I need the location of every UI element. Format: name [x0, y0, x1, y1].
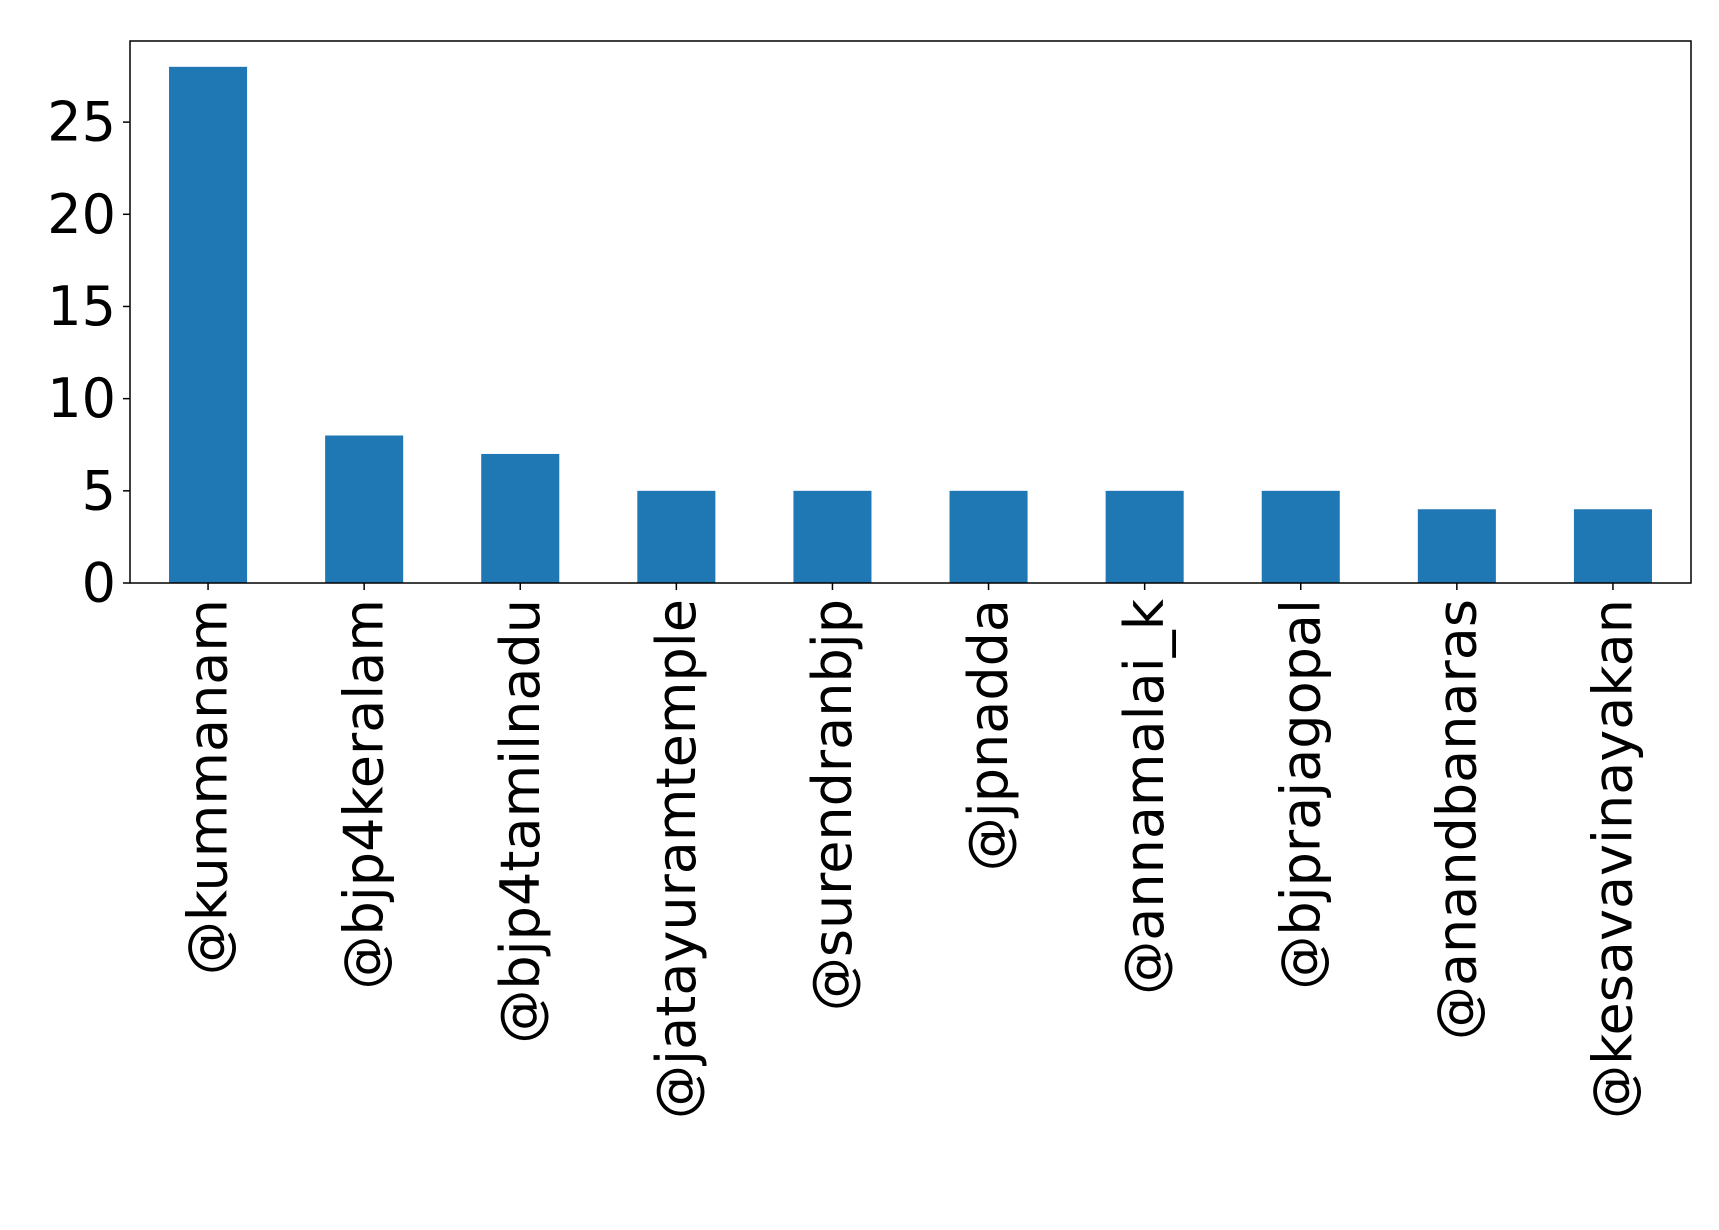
bar-bjprajagopal — [1261, 490, 1340, 583]
bar-surendranbjp — [793, 490, 872, 583]
y-tick-label: 10 — [47, 367, 116, 430]
x-tick-label: @surendranbjp — [801, 599, 864, 1011]
bars-layer — [169, 66, 1652, 584]
y-axis-ticks: 0 5 10 15 20 25 — [47, 91, 130, 615]
y-tick-label: 25 — [47, 91, 116, 154]
bar-bjp4tamilnadu — [481, 453, 560, 583]
x-tick-label: @jatayuramtemple — [645, 599, 708, 1119]
y-tick-label: 5 — [82, 459, 116, 522]
x-tick-label: @jpnadda — [957, 599, 1020, 871]
x-tick-label: @annamalai_k — [1113, 598, 1176, 994]
bar-kesavavinayakan — [1573, 509, 1652, 583]
bar-jpnadda — [949, 490, 1028, 583]
x-axis-ticks: @kummanam @bjp4keralam @bjp4tamilnadu @jata… — [177, 583, 1644, 1119]
bar-kummanam — [169, 66, 248, 584]
x-tick-label: @kummanam — [177, 599, 240, 975]
bar-anandbanaras — [1417, 509, 1496, 583]
x-tick-label: @bjp4tamilnadu — [489, 599, 552, 1044]
bar-jatayuramtemple — [637, 490, 716, 583]
bar-bjp4keralam — [325, 435, 404, 583]
x-tick-label: @bjp4keralam — [333, 599, 396, 989]
y-tick-label: 0 — [82, 552, 116, 615]
y-tick-label: 15 — [47, 275, 116, 338]
x-tick-label: @anandbanaras — [1425, 599, 1488, 1040]
bar-annamalai_k — [1105, 490, 1184, 583]
plot-area-frame — [129, 40, 1692, 584]
x-tick-label: @kesavavinayakan — [1581, 599, 1644, 1119]
y-tick-label: 20 — [47, 183, 116, 246]
x-tick-label: @bjprajagopal — [1269, 599, 1332, 990]
